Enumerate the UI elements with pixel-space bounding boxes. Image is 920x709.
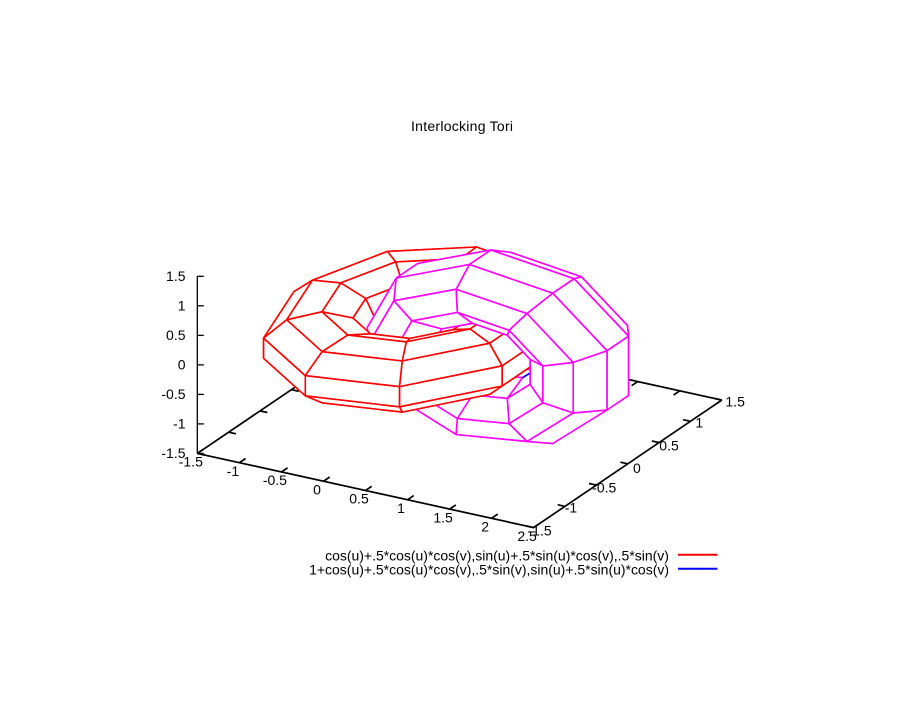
svg-text:2.5: 2.5: [517, 528, 537, 544]
svg-text:0: 0: [178, 356, 186, 372]
svg-text:0.5: 0.5: [659, 438, 679, 454]
svg-text:-0.5: -0.5: [263, 472, 287, 488]
svg-text:-1: -1: [227, 463, 240, 479]
svg-text:-1: -1: [173, 415, 186, 431]
svg-text:1.5: 1.5: [725, 394, 745, 410]
svg-text:-0.5: -0.5: [592, 480, 616, 496]
svg-text:1.5: 1.5: [166, 268, 186, 284]
svg-text:1: 1: [178, 297, 186, 313]
svg-text:-1.5: -1.5: [528, 523, 552, 539]
svg-text:0.5: 0.5: [166, 327, 186, 343]
svg-text:0: 0: [313, 482, 321, 498]
svg-text:cos(u)+.5*cos(u)*cos(v),sin(u): cos(u)+.5*cos(u)*cos(v),sin(u)+.5*sin(u)…: [325, 547, 669, 563]
svg-text:1: 1: [397, 500, 405, 516]
svg-text:1.5: 1.5: [433, 509, 453, 525]
svg-text:1: 1: [695, 415, 703, 431]
svg-text:-1: -1: [565, 500, 578, 516]
svg-text:0: 0: [633, 460, 641, 476]
svg-text:-1.5: -1.5: [179, 454, 203, 470]
svg-text:-1.5: -1.5: [161, 445, 185, 461]
svg-text:1+cos(u)+.5*cos(u)*cos(v),.5*s: 1+cos(u)+.5*cos(u)*cos(v),.5*sin(v),sin(…: [309, 561, 669, 577]
svg-text:-0.5: -0.5: [161, 386, 185, 402]
svg-text:0.5: 0.5: [349, 491, 369, 507]
svg-text:2: 2: [481, 519, 489, 535]
svg-text:Interlocking Tori: Interlocking Tori: [411, 118, 513, 134]
